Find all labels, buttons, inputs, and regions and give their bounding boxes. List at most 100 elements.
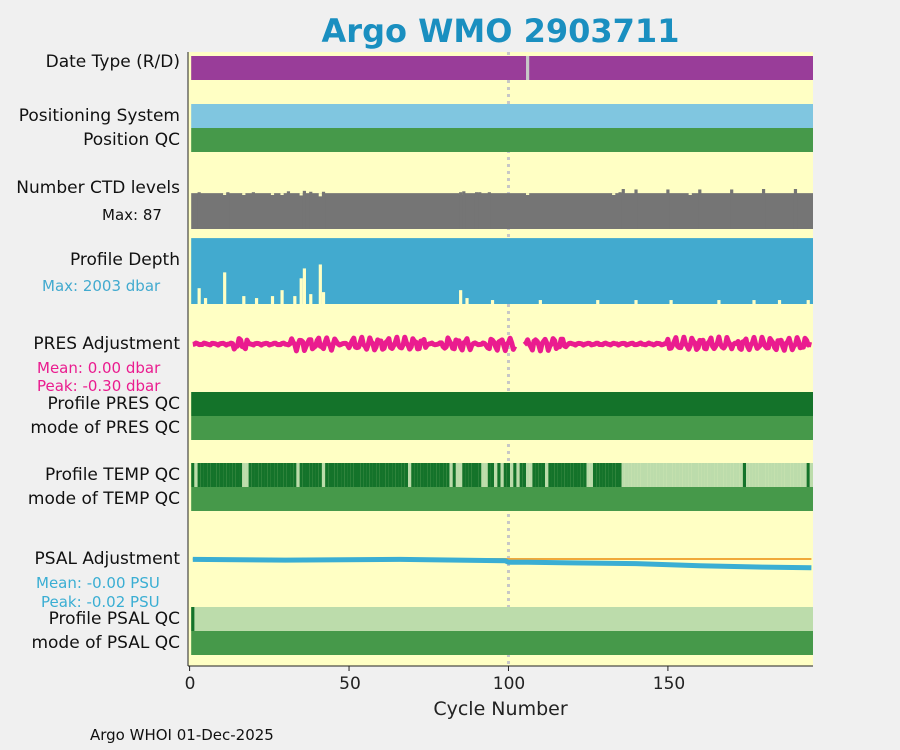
profile-temp-qc-cell xyxy=(669,463,673,487)
label-ctd-levels: Number CTD levels xyxy=(16,178,180,198)
profile-temp-qc-cell xyxy=(497,463,501,487)
profile-depth-drop xyxy=(270,296,275,304)
profile-temp-qc-cell xyxy=(612,463,616,487)
x-tick-label: 0 xyxy=(184,674,196,694)
profile-temp-qc-cell xyxy=(219,463,224,487)
depth-max-note: Max: 2003 dbar xyxy=(42,277,161,295)
profile-temp-qc-cell xyxy=(452,463,456,487)
profile-temp-qc-cell xyxy=(309,463,313,487)
profile-temp-qc-cell xyxy=(443,463,447,487)
profile-temp-qc-cell xyxy=(363,463,367,487)
profile-temp-qc-cell xyxy=(596,463,600,487)
mode-psal-qc-bar xyxy=(191,631,813,655)
profile-temp-qc-cell xyxy=(312,463,316,487)
profile-temp-qc-cell xyxy=(618,463,622,487)
profile-temp-qc-cell xyxy=(283,463,287,487)
profile-temp-qc-cell xyxy=(752,463,756,487)
profile-temp-qc-cell xyxy=(274,463,278,487)
profile-depth-drop xyxy=(309,294,313,304)
profile-temp-qc-cell xyxy=(328,463,332,487)
profile-temp-qc-cell xyxy=(777,463,782,487)
profile-temp-qc-cell xyxy=(765,463,769,487)
label-positioning-system: Positioning System xyxy=(18,106,180,126)
ctd-level-spike xyxy=(761,189,766,229)
ctd-level-spike xyxy=(666,189,670,229)
positioning-system-bar xyxy=(191,104,813,128)
profile-temp-qc-cell xyxy=(500,463,504,487)
profile-temp-qc-cell xyxy=(474,463,479,487)
profile-temp-qc-cell xyxy=(746,463,750,487)
profile-temp-qc-cell xyxy=(372,463,377,487)
profile-temp-qc-cell xyxy=(774,463,778,487)
profile-temp-qc-cell xyxy=(344,463,348,487)
profile-temp-qc-cell xyxy=(535,463,539,487)
profile-temp-qc-cell xyxy=(723,463,727,487)
profile-temp-qc-cell xyxy=(567,463,571,487)
profile-temp-qc-cell xyxy=(570,463,574,487)
profile-temp-qc-cell xyxy=(191,463,195,487)
profile-temp-qc-cell xyxy=(730,463,734,487)
ctd-level-notch xyxy=(242,193,246,195)
profile-temp-qc-cell xyxy=(631,463,635,487)
profile-temp-qc-cell xyxy=(726,463,731,487)
profile-temp-qc-cell xyxy=(714,463,718,487)
profile-temp-qc-cell xyxy=(710,463,715,487)
profile-temp-qc-cell xyxy=(682,463,686,487)
profile-temp-qc-cell xyxy=(781,463,785,487)
profile-temp-qc-cell xyxy=(459,463,463,487)
profile-temp-qc-cell xyxy=(369,463,373,487)
profile-temp-qc-cell xyxy=(468,463,472,487)
profile-temp-qc-cell xyxy=(216,463,220,487)
profile-temp-qc-cell xyxy=(545,463,549,487)
profile-temp-qc-cell xyxy=(395,463,399,487)
ctd-level-spike xyxy=(478,192,482,229)
profile-temp-qc-cell xyxy=(608,463,613,487)
profile-temp-qc-cell xyxy=(341,463,345,487)
profile-temp-qc-cell xyxy=(379,463,383,487)
x-tick-label: 50 xyxy=(339,674,361,694)
ctd-level-spike xyxy=(618,192,622,229)
profile-temp-qc-cell xyxy=(366,463,370,487)
profile-depth-bars xyxy=(191,238,813,304)
profile-temp-qc-cell xyxy=(226,463,230,487)
profile-depth-drop xyxy=(280,290,284,304)
profile-temp-qc-cell xyxy=(809,463,813,487)
profile-temp-qc-cell xyxy=(577,463,581,487)
profile-temp-qc-cell xyxy=(522,463,527,487)
profile-temp-qc-cell xyxy=(698,463,702,487)
profile-temp-qc-cell xyxy=(733,463,737,487)
profile-temp-qc-cell xyxy=(490,463,495,487)
profile-temp-qc-cell xyxy=(296,463,300,487)
profile-temp-qc-cell xyxy=(755,463,759,487)
profile-temp-qc-cell xyxy=(261,463,265,487)
x-tick-label: 150 xyxy=(652,674,686,694)
footer-credit: Argo WHOI 01-Dec-2025 xyxy=(90,726,274,744)
profile-temp-qc-cell xyxy=(254,463,259,487)
label-profile-pres-qc: Profile PRES QC xyxy=(47,394,180,414)
profile-depth-drop xyxy=(465,298,469,304)
profile-temp-qc-cell xyxy=(449,463,453,487)
profile-temp-qc-cell xyxy=(385,463,389,487)
profile-temp-qc-cell xyxy=(331,463,335,487)
profile-temp-qc-cell xyxy=(624,463,629,487)
profile-temp-qc-cell xyxy=(401,463,405,487)
ctd-level-spike xyxy=(302,190,306,229)
date-type-bar xyxy=(191,56,813,80)
profile-temp-qc-cell xyxy=(688,463,692,487)
position-qc-bar xyxy=(191,128,813,152)
profile-temp-qc-cell xyxy=(784,463,788,487)
profile-temp-qc-cell xyxy=(347,463,351,487)
profile-pres-qc-bar xyxy=(191,392,813,416)
profile-temp-qc-cell xyxy=(739,463,743,487)
profile-temp-qc-cell xyxy=(484,463,488,487)
profile-temp-qc-cell xyxy=(602,463,606,487)
profile-temp-qc-cell xyxy=(318,463,322,487)
profile-temp-qc-cell xyxy=(203,463,208,487)
profile-temp-qc-cell xyxy=(656,463,660,487)
profile-temp-qc-cell xyxy=(516,463,520,487)
profile-temp-qc-cell xyxy=(270,463,275,487)
mode-pres-qc-bar xyxy=(191,416,813,440)
profile-temp-qc-cell xyxy=(360,463,364,487)
profile-temp-qc-cell xyxy=(685,463,689,487)
profile-temp-qc-cell xyxy=(586,463,590,487)
